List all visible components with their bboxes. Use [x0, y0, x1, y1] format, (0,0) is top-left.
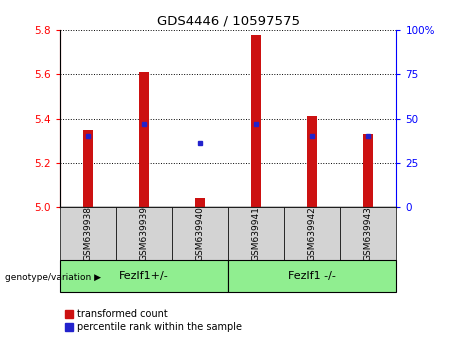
Text: GSM639939: GSM639939	[140, 206, 148, 261]
Bar	[228, 207, 284, 260]
Bar	[228, 260, 396, 292]
Bar	[307, 116, 317, 207]
Text: GSM639940: GSM639940	[195, 206, 205, 261]
Bar	[195, 198, 205, 207]
Text: GSM639938: GSM639938	[83, 206, 93, 261]
Bar	[340, 207, 396, 260]
Bar	[139, 72, 149, 207]
Text: GSM639943: GSM639943	[364, 206, 373, 261]
Bar	[363, 134, 373, 207]
Text: GSM639942: GSM639942	[308, 206, 317, 261]
Bar	[172, 207, 228, 260]
Text: Fezlf1 -/-: Fezlf1 -/-	[289, 271, 336, 281]
Text: GSM639941: GSM639941	[252, 206, 261, 261]
Text: genotype/variation ▶: genotype/variation ▶	[5, 273, 100, 282]
Bar	[284, 207, 340, 260]
Text: Fezlf1+/-: Fezlf1+/-	[119, 271, 169, 281]
Legend: transformed count, percentile rank within the sample: transformed count, percentile rank withi…	[65, 309, 242, 332]
Bar	[116, 207, 172, 260]
Bar	[83, 130, 93, 207]
Bar	[60, 207, 116, 260]
Bar	[60, 260, 228, 292]
Title: GDS4446 / 10597575: GDS4446 / 10597575	[157, 15, 300, 28]
Bar	[251, 34, 261, 207]
